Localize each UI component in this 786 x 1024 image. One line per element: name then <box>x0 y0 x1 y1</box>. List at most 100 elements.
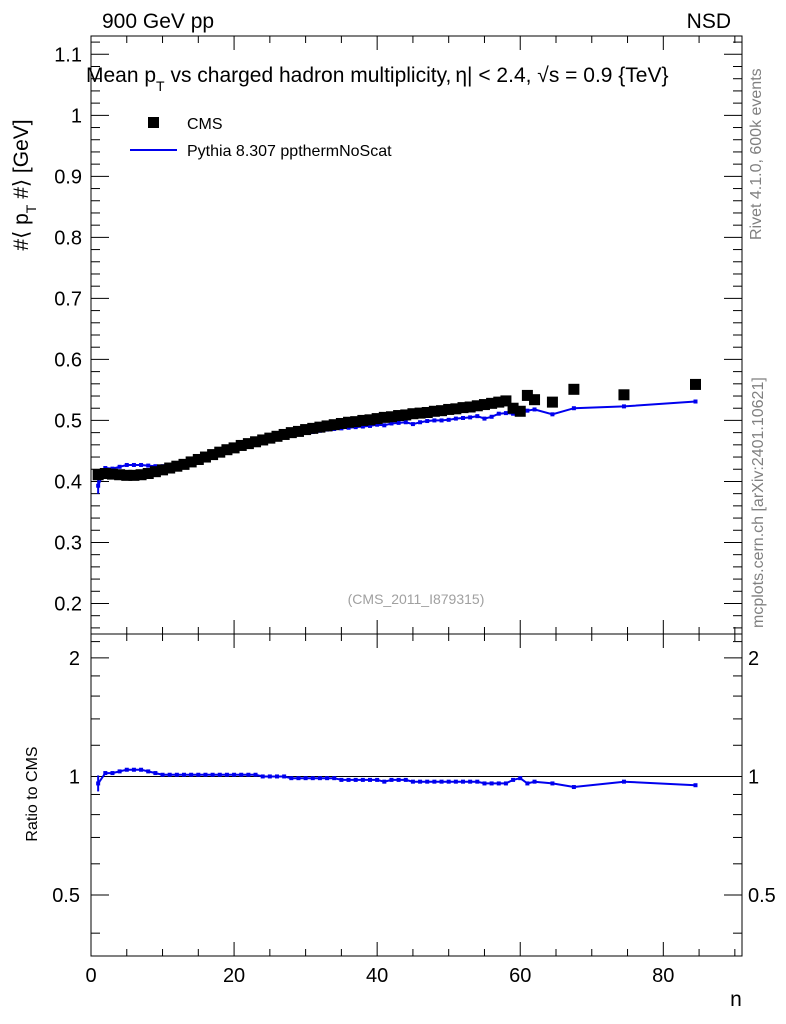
ratio-point <box>410 779 415 784</box>
cms-point <box>242 438 254 450</box>
cms-point <box>568 383 580 395</box>
cms-point <box>214 446 226 458</box>
y-tick-label: 0.3 <box>54 532 82 554</box>
cms-point <box>307 422 319 434</box>
pythia-point <box>360 424 365 429</box>
pythia-point <box>621 404 626 409</box>
cms-point <box>450 403 462 415</box>
cms-point <box>436 405 448 417</box>
y-tick-label: 1.1 <box>54 44 82 66</box>
y-tick-label: 0.7 <box>54 288 82 310</box>
ratio-point <box>453 779 458 784</box>
cms-point <box>350 416 362 428</box>
ratio-point <box>396 777 401 782</box>
ratio-point <box>146 769 151 774</box>
cms-point <box>149 466 161 478</box>
cms-series <box>92 378 701 481</box>
cms-point <box>257 434 269 446</box>
cms-point <box>371 413 383 425</box>
cms-point <box>121 469 133 481</box>
cms-point <box>328 419 340 431</box>
y-tick-label: 0.9 <box>54 166 82 188</box>
cms-point <box>185 456 197 468</box>
x-tick-label: 80 <box>652 965 674 987</box>
ratio-point <box>253 772 258 777</box>
pythia-point <box>396 420 401 425</box>
ratio-axis-label: Ratio to CMS <box>24 746 41 841</box>
ratio-point <box>368 777 372 782</box>
y-tick-label: 0.6 <box>54 349 82 371</box>
ratio-point <box>131 767 136 772</box>
cms-point <box>546 396 558 408</box>
y-tick-label: 1 <box>71 105 82 127</box>
pythia-point <box>375 422 380 427</box>
pythia-point <box>468 415 473 420</box>
ratio-point <box>224 772 229 777</box>
ratio-point <box>232 772 237 777</box>
pythia-point <box>403 420 408 425</box>
cms-point <box>278 428 290 440</box>
cms-point <box>285 427 297 439</box>
ratio-panel-frame <box>90 633 743 957</box>
mcplots-info-text: mcplots.cern.ch [arXiv:2401.10621] <box>750 377 767 628</box>
ratio-point <box>375 777 380 782</box>
ratio-point <box>289 776 294 781</box>
ratio-point <box>139 767 144 772</box>
pythia-point <box>389 421 394 426</box>
cms-point <box>157 464 169 476</box>
ratio-tick-label-right: 1 <box>748 766 759 788</box>
ratio-tick-label-right: 2 <box>748 648 759 670</box>
pythia-point <box>525 408 530 413</box>
legend-cms-label: CMS <box>187 116 223 133</box>
ratio-point <box>621 779 626 784</box>
ratio-point <box>153 771 158 776</box>
cms-point <box>500 395 512 407</box>
cms-point <box>357 414 369 426</box>
x-tick-label: 40 <box>366 965 388 987</box>
cms-point <box>314 421 326 433</box>
pythia-point <box>693 399 698 404</box>
ratio-point <box>124 767 129 772</box>
analysis-watermark: (CMS_2011_I879315) <box>348 591 485 607</box>
cms-point <box>407 408 419 420</box>
pythia-point <box>532 407 537 412</box>
ratio-point <box>418 779 423 784</box>
y-tick-label: 0.2 <box>54 593 82 615</box>
cms-point <box>192 453 204 465</box>
ratio-point <box>446 779 451 784</box>
cms-point <box>690 378 701 390</box>
ratio-point <box>403 777 408 782</box>
ratio-point <box>525 781 530 786</box>
cms-point <box>114 469 126 481</box>
pythia-point <box>418 420 423 425</box>
ratio-point <box>182 772 186 777</box>
cms-point <box>529 394 541 406</box>
pythia-point <box>382 423 387 428</box>
cms-point <box>457 402 469 414</box>
ratio-point <box>439 779 444 784</box>
cms-point <box>521 389 533 401</box>
header-right-label: NSD <box>687 10 731 33</box>
plot-frames <box>90 35 743 957</box>
pythia-point <box>139 462 144 467</box>
ratio-point <box>360 777 365 782</box>
cms-point <box>464 401 476 413</box>
ratio-point <box>196 772 201 777</box>
chart-title: Mean pT vs charged hadron multiplicity, η… <box>86 64 669 94</box>
cms-point <box>414 407 426 419</box>
pythia-point <box>439 418 444 423</box>
pythia-point <box>496 411 501 416</box>
cms-point <box>271 430 283 442</box>
cms-point <box>335 417 347 429</box>
pythia-point <box>550 412 555 417</box>
ratio-point <box>189 772 194 777</box>
x-axis-label: n <box>730 988 742 1011</box>
cms-point <box>471 400 483 412</box>
ratio-point <box>267 774 272 779</box>
cms-point <box>486 397 498 409</box>
ratio-point <box>317 776 322 781</box>
cms-point <box>393 410 405 422</box>
pythia-point <box>117 464 122 469</box>
cms-point <box>142 468 154 480</box>
ratio-series <box>91 767 742 792</box>
